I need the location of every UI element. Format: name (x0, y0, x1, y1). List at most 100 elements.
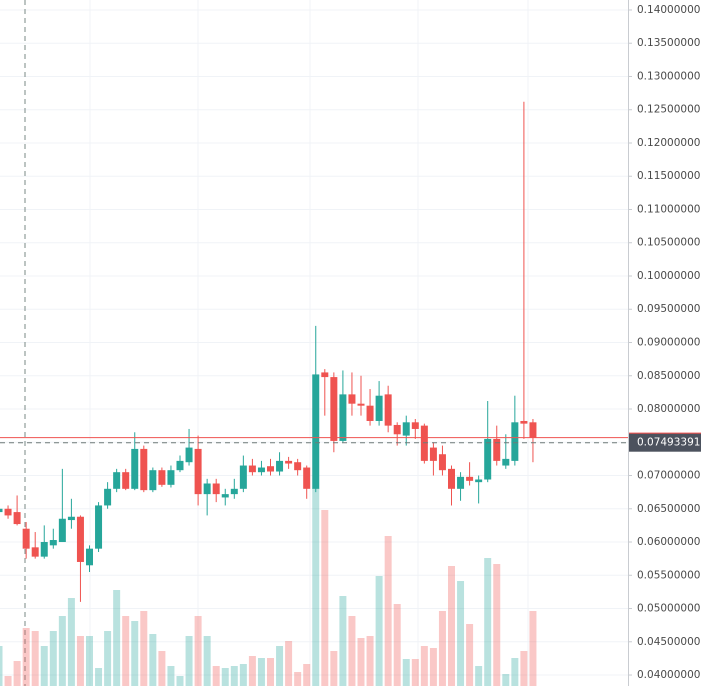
volume-bar (122, 616, 130, 686)
volume-bar (239, 664, 247, 686)
candle-body (384, 394, 392, 426)
volume-bar (185, 636, 193, 686)
volume-bar (285, 641, 293, 686)
volume-bar (321, 510, 329, 686)
volume-bar (529, 611, 537, 686)
candle-body (0, 508, 3, 513)
candle-body (303, 467, 311, 489)
candle-body (122, 472, 130, 489)
volume-bar (366, 636, 374, 686)
volume-bar (384, 536, 392, 686)
crosshair-label-box (629, 433, 701, 452)
y-tick-label: 0.10500000 (637, 237, 700, 249)
candle-body (131, 448, 139, 489)
candle-body (194, 448, 202, 495)
y-tick-label: 0.14000000 (637, 4, 700, 16)
candle-body (4, 508, 12, 516)
volume-bar (40, 646, 48, 686)
candle-body (511, 422, 519, 461)
volume-bar (502, 674, 510, 686)
candle-body (248, 465, 256, 473)
volume-bar (484, 558, 492, 686)
y-tick-label: 0.11500000 (637, 170, 700, 182)
candle-body (203, 483, 211, 495)
candle-body (466, 476, 474, 481)
volume-bar (348, 616, 356, 686)
volume-bar (466, 624, 474, 686)
candle-body (502, 458, 510, 466)
candle-body (438, 454, 446, 471)
candle-body (475, 479, 483, 483)
candle-body (95, 505, 103, 549)
volume-bar (86, 636, 93, 686)
volume-bar (22, 628, 30, 686)
candle-body (375, 395, 383, 421)
volume-bar (393, 604, 401, 686)
volume-bar (95, 668, 103, 686)
candle-body (357, 403, 365, 406)
candle-body (22, 528, 30, 549)
candle-body (113, 472, 121, 489)
volume-bar (294, 672, 302, 686)
volume-bar (267, 658, 274, 686)
candle-body (212, 483, 220, 495)
volume-bar (0, 646, 3, 686)
volume-bar (176, 676, 184, 686)
volume-bar (203, 636, 211, 686)
y-tick-label: 0.08500000 (637, 370, 700, 382)
candle-body (366, 405, 374, 421)
volume-bar (194, 616, 202, 686)
candle-body (104, 488, 112, 506)
volume-bar (58, 616, 66, 686)
candle-body (40, 542, 48, 557)
volume-bar (420, 646, 428, 686)
volume-bar (212, 666, 220, 686)
candle-body (149, 470, 157, 491)
y-tick-label: 0.04000000 (637, 669, 700, 681)
y-tick-label: 0.06000000 (637, 536, 700, 548)
y-tick-label: 0.09000000 (637, 337, 700, 349)
candle-body (176, 460, 184, 471)
volume-bar (357, 638, 365, 686)
candle-body (393, 424, 401, 435)
y-tick-label: 0.07000000 (637, 470, 700, 482)
volume-bar (448, 566, 455, 686)
candle-body (267, 466, 274, 472)
y-tick-label: 0.11000000 (637, 203, 700, 215)
candle-body (457, 476, 465, 489)
volume-bar (113, 590, 121, 686)
candle-body (321, 372, 329, 378)
y-tick-label: 0.13500000 (637, 37, 700, 49)
volume-bar (167, 666, 175, 686)
volume-bar (330, 651, 338, 686)
volume-bar (104, 631, 112, 686)
candle-body (239, 465, 247, 489)
y-tick-label: 0.12000000 (637, 137, 700, 149)
volume-bar (493, 564, 501, 686)
candle-body (276, 460, 284, 472)
volume-bar (475, 666, 483, 686)
candle-body (230, 488, 238, 495)
candle-body (185, 447, 193, 463)
y-tick-label: 0.10000000 (637, 270, 700, 282)
volume-bar (140, 611, 148, 686)
candle-body (67, 516, 75, 521)
candle-body (167, 470, 175, 485)
candle-body (285, 460, 293, 464)
price-axis (628, 0, 701, 686)
candle-body (294, 462, 302, 471)
y-tick-label: 0.04500000 (637, 636, 700, 648)
candle-body (13, 512, 21, 525)
candle-body (140, 448, 148, 491)
candle-body (420, 425, 428, 461)
candle-body (520, 420, 528, 424)
volume-bar (511, 658, 519, 686)
candle-body (411, 422, 419, 429)
volume-bar (276, 646, 284, 686)
volume-bar (49, 631, 57, 686)
candle-body (448, 468, 455, 489)
volume-bar (13, 661, 21, 686)
volume-bar (76, 636, 84, 686)
volume-bar (31, 631, 39, 686)
